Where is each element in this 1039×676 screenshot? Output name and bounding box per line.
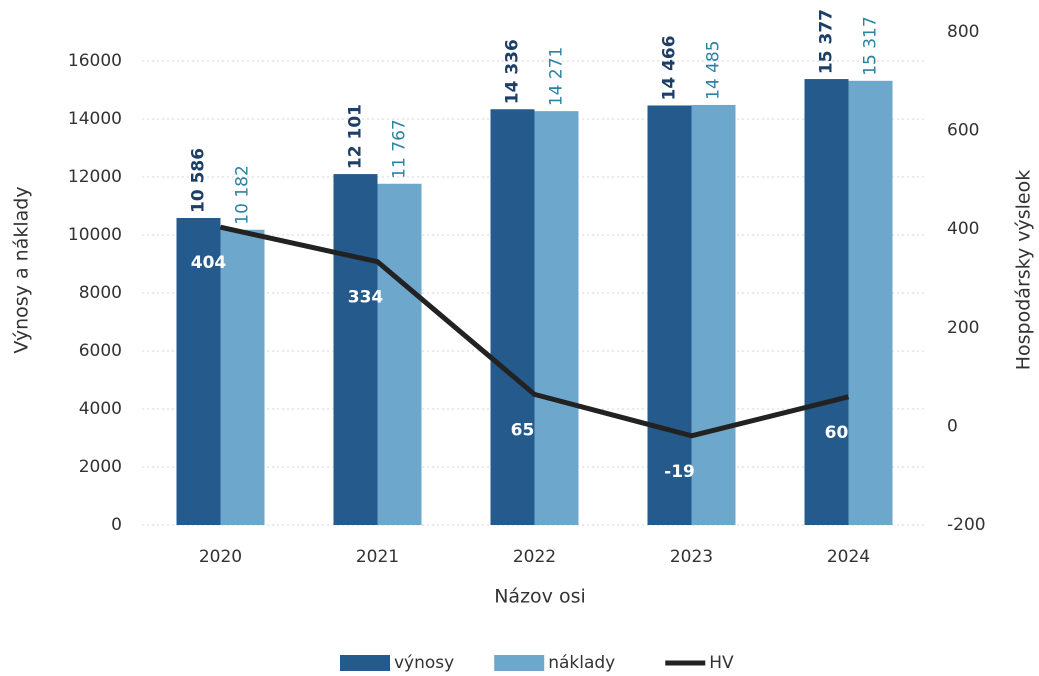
y-tick-label: 12000 bbox=[68, 167, 122, 187]
y2-tick-label: 600 bbox=[947, 121, 979, 141]
bar bbox=[804, 79, 849, 525]
line bbox=[219, 224, 850, 439]
bar bbox=[220, 229, 265, 526]
bar bbox=[691, 104, 736, 525]
legend-label: výnosy bbox=[394, 653, 454, 673]
bar-value-label: 12 101 bbox=[346, 104, 366, 169]
bar-value-label: 15 377 bbox=[817, 9, 837, 74]
bar-value-label: 14 271 bbox=[547, 47, 567, 106]
y-tick-label: 6000 bbox=[79, 341, 122, 361]
y-tick-label: 10000 bbox=[68, 225, 122, 245]
line-value-label: 65 bbox=[511, 420, 535, 440]
bar-value-label: 10 586 bbox=[189, 148, 209, 213]
line-value-label: 404 bbox=[191, 253, 227, 273]
legend-swatch bbox=[494, 655, 545, 671]
line-value-label: 334 bbox=[348, 288, 384, 308]
y-tick-label: 4000 bbox=[79, 399, 122, 419]
x-tick-label: 2024 bbox=[827, 547, 870, 567]
bar bbox=[333, 174, 378, 526]
line-value-label: -19 bbox=[664, 462, 695, 482]
x-axis-title: Názov osi bbox=[494, 586, 586, 608]
bar-value-label: 10 182 bbox=[233, 165, 253, 224]
y2-tick-label: 400 bbox=[947, 219, 979, 239]
y-tick-label: 16000 bbox=[68, 51, 122, 71]
y-tick-label: 8000 bbox=[79, 283, 122, 303]
y2-axis-title: Hospodársky výsleok bbox=[1013, 170, 1035, 371]
y-tick-label: 0 bbox=[111, 515, 122, 535]
legend-label: HV bbox=[709, 653, 734, 673]
legend-swatch bbox=[340, 655, 390, 671]
bar bbox=[377, 183, 422, 525]
y2-tick-label: -200 bbox=[947, 515, 986, 535]
bar-value-label: 15 317 bbox=[861, 16, 881, 75]
bar bbox=[490, 109, 535, 526]
y-tick-label: 2000 bbox=[79, 457, 122, 477]
y2-tick-label: 0 bbox=[947, 416, 958, 436]
y-tick-label: 14000 bbox=[68, 109, 122, 129]
x-tick-label: 2021 bbox=[356, 547, 399, 567]
y2-tick-label: 800 bbox=[947, 22, 979, 42]
bar-value-label: 14 485 bbox=[704, 40, 724, 99]
bar bbox=[534, 111, 579, 526]
x-tick-label: 2022 bbox=[513, 547, 556, 567]
line-value-label: 60 bbox=[825, 423, 849, 443]
bar bbox=[176, 218, 221, 526]
legend-label: náklady bbox=[548, 653, 615, 673]
y2-tick-label: 200 bbox=[947, 318, 979, 338]
bar bbox=[848, 80, 893, 525]
bar-value-label: 14 466 bbox=[660, 35, 680, 100]
bar-value-label: 14 336 bbox=[503, 39, 523, 104]
y-axis-title: Výnosy a náklady bbox=[11, 186, 33, 353]
bar bbox=[647, 105, 692, 526]
x-tick-label: 2020 bbox=[199, 547, 242, 567]
x-tick-label: 2023 bbox=[670, 547, 713, 567]
bar-value-label: 11 767 bbox=[390, 119, 410, 178]
